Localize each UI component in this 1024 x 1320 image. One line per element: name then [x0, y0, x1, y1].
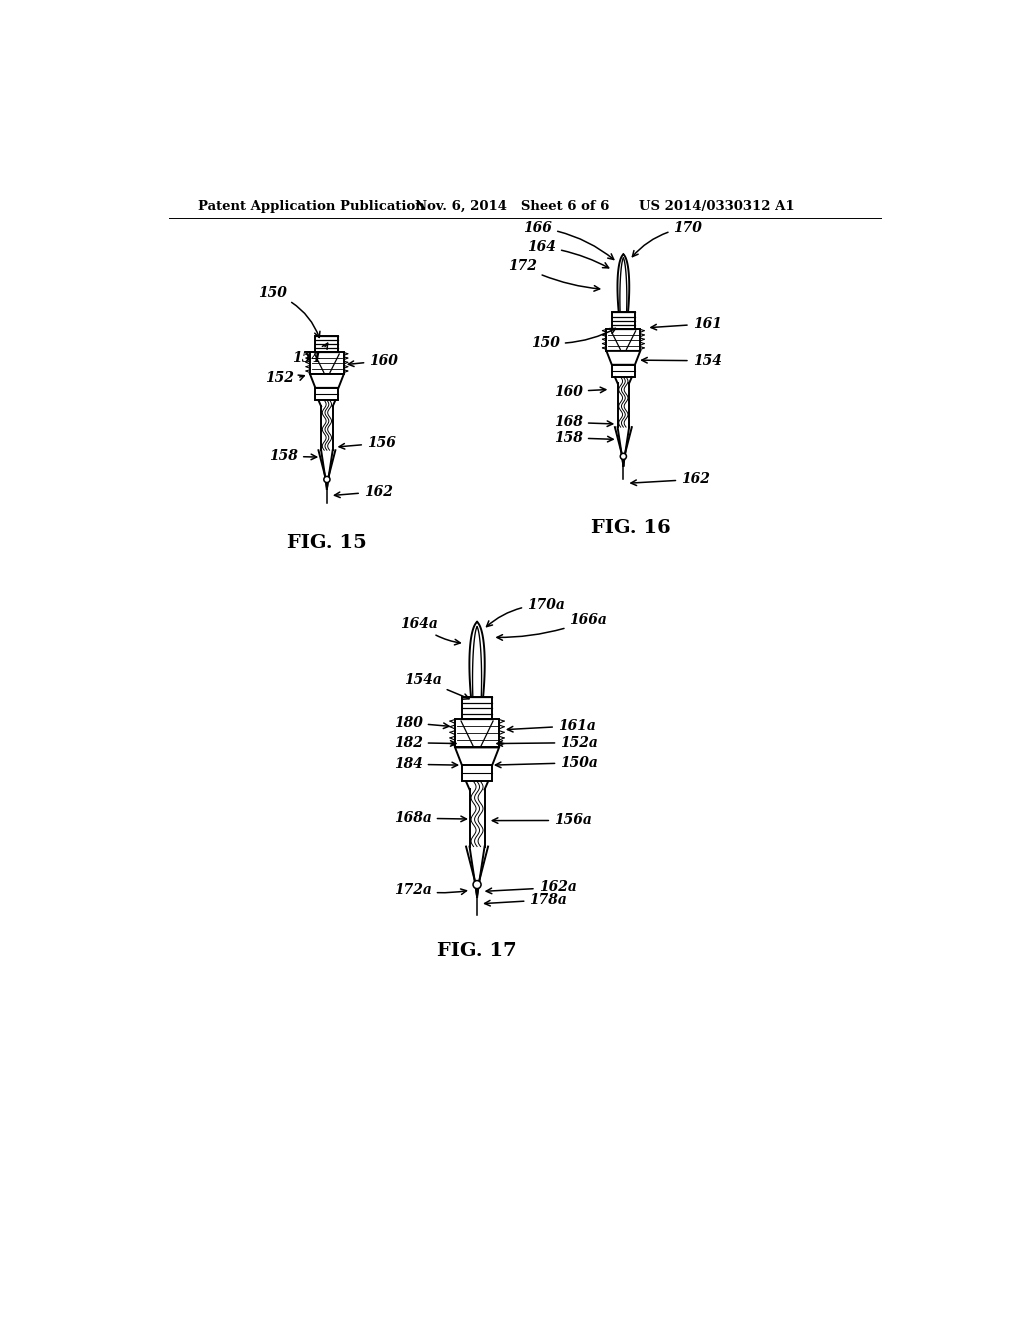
Polygon shape	[611, 313, 635, 330]
Text: 150: 150	[258, 286, 319, 338]
Text: 154: 154	[642, 354, 722, 368]
Text: 158: 158	[554, 430, 613, 445]
Text: 154a: 154a	[403, 673, 469, 700]
Text: 166a: 166a	[497, 614, 607, 640]
Text: 152a: 152a	[497, 735, 598, 750]
Text: 156a: 156a	[493, 813, 592, 828]
Text: 158: 158	[269, 449, 316, 463]
Text: FIG. 15: FIG. 15	[287, 535, 367, 552]
Text: 168: 168	[554, 416, 612, 429]
Polygon shape	[315, 388, 339, 400]
Text: 166: 166	[523, 220, 613, 260]
Text: 180: 180	[394, 715, 450, 730]
Text: 170: 170	[633, 220, 702, 256]
Polygon shape	[310, 352, 344, 374]
Polygon shape	[606, 330, 640, 351]
Text: 156: 156	[339, 436, 396, 450]
Text: 150a: 150a	[496, 755, 598, 770]
Text: 160: 160	[348, 354, 398, 368]
Text: US 2014/0330312 A1: US 2014/0330312 A1	[639, 199, 795, 213]
Text: 178a: 178a	[484, 892, 567, 907]
Text: 182: 182	[394, 735, 456, 750]
Circle shape	[324, 477, 330, 483]
Text: 164: 164	[527, 240, 608, 268]
Text: 152: 152	[265, 371, 304, 384]
Text: FIG. 17: FIG. 17	[437, 942, 517, 961]
Text: 162a: 162a	[486, 880, 577, 895]
Text: Patent Application Publication: Patent Application Publication	[199, 199, 425, 213]
Text: 164a: 164a	[400, 618, 461, 645]
Polygon shape	[611, 364, 635, 378]
Text: 172: 172	[508, 259, 600, 292]
Polygon shape	[315, 335, 339, 352]
Text: 161: 161	[651, 317, 722, 331]
Text: 161a: 161a	[508, 718, 596, 733]
Circle shape	[621, 453, 627, 459]
Text: 184: 184	[394, 758, 458, 771]
Circle shape	[473, 880, 481, 888]
Text: FIG. 16: FIG. 16	[591, 519, 671, 537]
Text: 168a: 168a	[394, 810, 466, 825]
Polygon shape	[462, 697, 493, 719]
Text: Nov. 6, 2014   Sheet 6 of 6: Nov. 6, 2014 Sheet 6 of 6	[416, 199, 610, 213]
Text: 170a: 170a	[486, 598, 565, 627]
Text: 162: 162	[335, 484, 393, 499]
Polygon shape	[606, 351, 640, 364]
Polygon shape	[310, 374, 344, 388]
Text: 162: 162	[631, 473, 710, 486]
Text: 160: 160	[554, 384, 606, 399]
Polygon shape	[462, 766, 493, 781]
Polygon shape	[455, 747, 499, 766]
Text: 172a: 172a	[394, 883, 467, 896]
Text: 154: 154	[292, 343, 328, 366]
Polygon shape	[455, 719, 499, 747]
Text: 150: 150	[531, 329, 615, 350]
